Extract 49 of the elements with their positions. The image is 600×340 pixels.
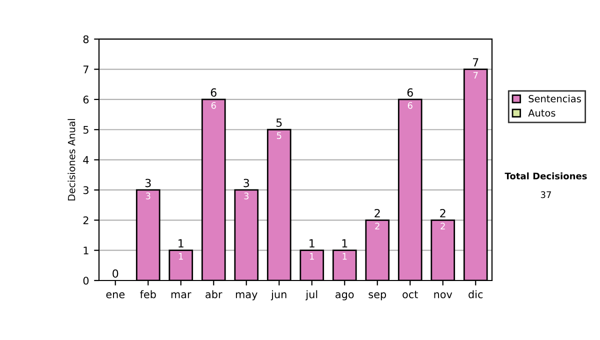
x-tick-label: abr <box>206 290 222 298</box>
data-label: 1 <box>342 253 347 260</box>
y-tick-label: 1 <box>84 246 88 254</box>
data-label: 6 <box>211 102 216 109</box>
total-label: 3 <box>244 178 250 188</box>
x-tick-label: ene <box>106 292 125 298</box>
legend-label: Autos <box>528 109 556 117</box>
data-label: 2 <box>375 222 380 230</box>
x-tick-label: feb <box>140 290 156 298</box>
total-label: 1 <box>178 239 184 248</box>
data-label: 1 <box>310 253 314 260</box>
data-label: 3 <box>146 192 150 200</box>
x-tick-label: nov <box>434 292 452 298</box>
y-tick-label: 6 <box>83 96 89 104</box>
legend-label: Sentencias <box>528 94 581 102</box>
x-tick-label: jun <box>270 290 286 300</box>
total-label: 6 <box>210 88 216 97</box>
x-tick-label: oct <box>402 290 418 298</box>
data-label: 1 <box>178 253 183 260</box>
total-label: 1 <box>342 239 348 248</box>
y-tick-label: 7 <box>84 66 88 74</box>
y-tick-label: 2 <box>83 216 88 224</box>
total-label: 3 <box>145 178 151 188</box>
total-label: 5 <box>276 118 282 127</box>
x-tick-label: sep <box>368 292 386 300</box>
y-axis-title: Decisiones Anual <box>68 119 76 200</box>
data-label: 2 <box>440 222 445 230</box>
y-tick-label: 8 <box>83 35 89 44</box>
text: 37 <box>540 191 551 198</box>
x-tick-label: dic <box>468 290 483 298</box>
y-tick-label: 4 <box>83 156 89 164</box>
total-label: 2 <box>440 208 446 218</box>
total-label: 7 <box>473 58 478 66</box>
x-tick-label: ago <box>336 292 354 300</box>
total-label: 1 <box>310 239 314 248</box>
total-label: 2 <box>374 208 380 218</box>
x-tick-label: mar <box>171 292 192 298</box>
y-tick-label: 3 <box>83 186 88 194</box>
data-label: 7 <box>473 72 478 79</box>
y-tick-label: 5 <box>83 126 88 134</box>
data-label: 6 <box>408 102 412 109</box>
x-tick-label: may <box>236 292 258 300</box>
text: Total Decisiones <box>504 172 587 180</box>
total-label: 6 <box>407 88 413 97</box>
y-tick-label: 0 <box>83 276 89 285</box>
data-label: 5 <box>276 132 282 140</box>
x-tick-label: jul <box>305 290 318 300</box>
data-label: 3 <box>244 192 249 200</box>
total-label: 0 <box>112 269 118 278</box>
